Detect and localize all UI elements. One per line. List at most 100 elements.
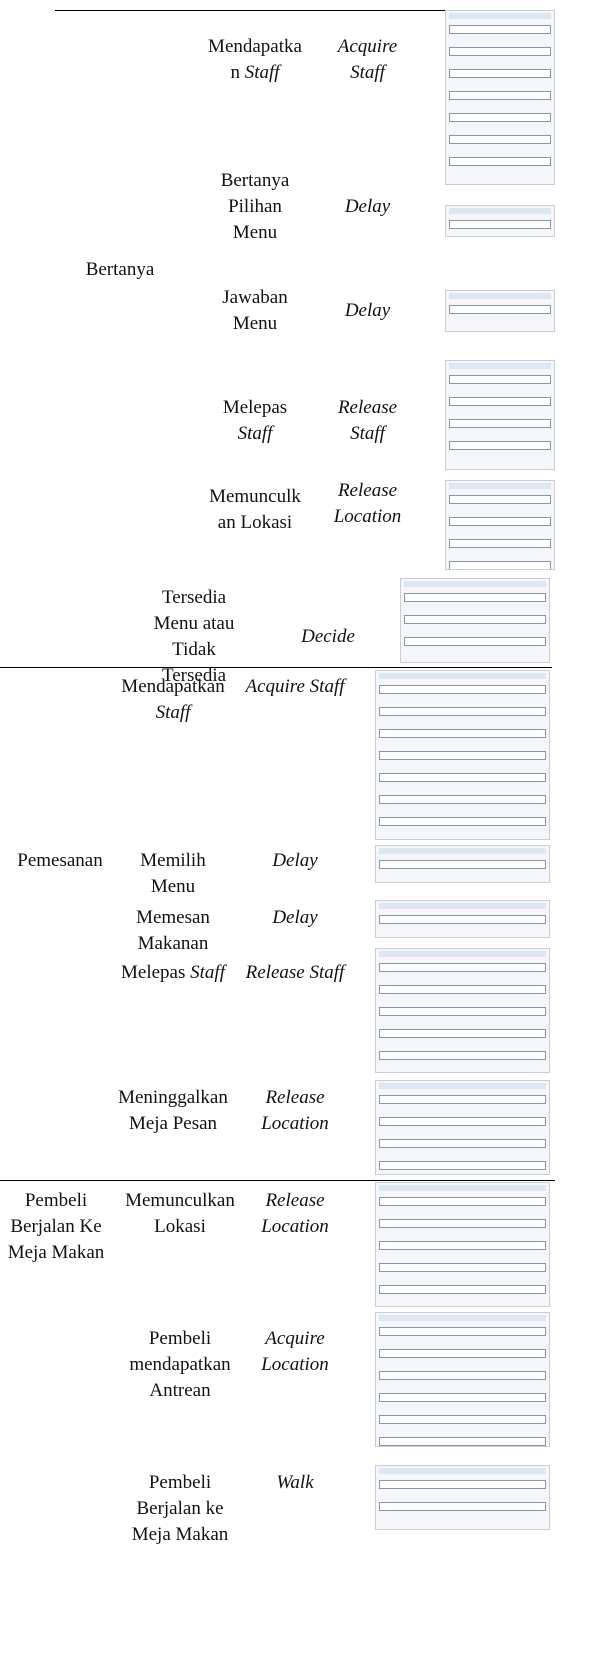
panel-field — [379, 985, 546, 994]
panel-field — [379, 751, 546, 760]
text: Jawaban Menu — [222, 287, 288, 334]
module: Release Location — [325, 478, 410, 530]
panel-field — [379, 1051, 546, 1060]
panel-field — [379, 1161, 546, 1170]
panel-field — [379, 1095, 546, 1104]
property-panel-screenshot — [400, 578, 550, 663]
text: Pembeli Berjalan Ke Meja Makan — [7, 1190, 105, 1263]
panel-field — [449, 47, 551, 56]
panel-field — [449, 397, 551, 406]
table-rule — [0, 1180, 555, 1181]
panel-field — [379, 1029, 546, 1038]
activity: Memilih Menu — [118, 848, 228, 900]
table-rule — [0, 667, 552, 668]
italic-text: Decide — [301, 626, 355, 647]
module: Release Staff — [245, 960, 345, 986]
italic-text: Delay — [272, 850, 318, 871]
panel-field — [379, 1241, 546, 1250]
module: Delay — [325, 298, 410, 324]
text: Memunculkan Lokasi — [125, 1190, 235, 1237]
italic-text: Acquire Location — [261, 1328, 329, 1375]
activity: Pembeli Berjalan ke Meja Makan — [125, 1470, 235, 1548]
panel-field — [379, 963, 546, 972]
activity: Jawaban Menu — [205, 285, 305, 337]
panel-header — [379, 1468, 546, 1474]
module: Delay — [325, 194, 410, 220]
panel-field — [379, 795, 546, 804]
activity: Bertanya Pilihan Menu — [205, 168, 305, 246]
panel-field — [449, 113, 551, 122]
activity: Tersedia Menu atau Tidak Tersedia — [138, 585, 250, 689]
panel-field — [379, 1285, 546, 1294]
panel-field — [379, 1263, 546, 1272]
panel-field — [379, 1371, 546, 1380]
property-panel-screenshot — [375, 1080, 550, 1175]
italic-text: Staff — [155, 702, 191, 723]
italic-text: Walk — [276, 1472, 314, 1493]
panel-field — [449, 539, 551, 548]
italic-text: Staff — [244, 62, 280, 83]
panel-field — [449, 375, 551, 384]
module: Release Location — [245, 1085, 345, 1137]
property-panel-screenshot — [375, 948, 550, 1073]
panel-field — [449, 157, 551, 166]
panel-header — [379, 1083, 546, 1089]
activity: Memunculkan Lokasi — [205, 484, 305, 536]
text: Memesan Makanan — [136, 907, 210, 954]
property-panel-screenshot — [375, 1182, 550, 1307]
italic-text: Delay — [344, 196, 391, 217]
panel-field — [379, 1437, 546, 1446]
text: Melepas — [121, 962, 186, 983]
activity: Melepas Staff — [205, 395, 305, 447]
group-label: Pembeli Berjalan Ke Meja Makan — [2, 1188, 110, 1266]
panel-field — [404, 615, 546, 624]
panel-header — [449, 483, 551, 489]
module: Delay — [245, 848, 345, 874]
panel-field — [449, 220, 551, 229]
panel-header — [379, 903, 546, 909]
italic-text: Delay — [272, 907, 318, 928]
property-panel-screenshot — [445, 10, 555, 185]
panel-header — [379, 673, 546, 679]
text: Memilih Menu — [140, 850, 206, 897]
panel-field — [379, 1502, 546, 1511]
activity: Mendapatkan Staff — [118, 674, 228, 726]
activity: Mendapatkan Staff — [205, 34, 305, 86]
property-panel-screenshot — [375, 1312, 550, 1447]
panel-field — [449, 561, 551, 569]
panel-field — [379, 915, 546, 924]
panel-field — [449, 441, 551, 450]
panel-field — [379, 707, 546, 716]
panel-field — [379, 1007, 546, 1016]
panel-field — [379, 685, 546, 694]
activity: Memunculkan Lokasi — [125, 1188, 235, 1240]
italic-text: Staff — [237, 423, 273, 444]
panel-field — [449, 25, 551, 34]
panel-field — [379, 1393, 546, 1402]
panel-field — [379, 817, 546, 826]
panel-header — [379, 1185, 546, 1191]
panel-header — [404, 581, 546, 587]
module: Delay — [245, 905, 345, 931]
activity: Melepas Staff — [118, 960, 228, 986]
property-panel-screenshot — [375, 845, 550, 883]
italic-text: Release Location — [333, 480, 402, 527]
group-label: Bertanya — [55, 257, 185, 283]
panel-field — [449, 69, 551, 78]
text: Pembeli Berjalan ke Meja Makan — [131, 1472, 229, 1545]
italic-text: Acquire Staff — [245, 676, 345, 697]
property-panel-screenshot — [445, 360, 555, 470]
panel-field — [379, 1139, 546, 1148]
panel-field — [449, 495, 551, 504]
panel-header — [449, 363, 551, 369]
panel-header — [449, 293, 551, 299]
panel-header — [379, 951, 546, 957]
panel-field — [379, 860, 546, 869]
property-panel-screenshot — [445, 290, 555, 332]
panel-header — [379, 848, 546, 854]
module: Acquire Staff — [245, 674, 345, 700]
panel-field — [379, 729, 546, 738]
activity: Memesan Makanan — [118, 905, 228, 957]
panel-field — [449, 91, 551, 100]
